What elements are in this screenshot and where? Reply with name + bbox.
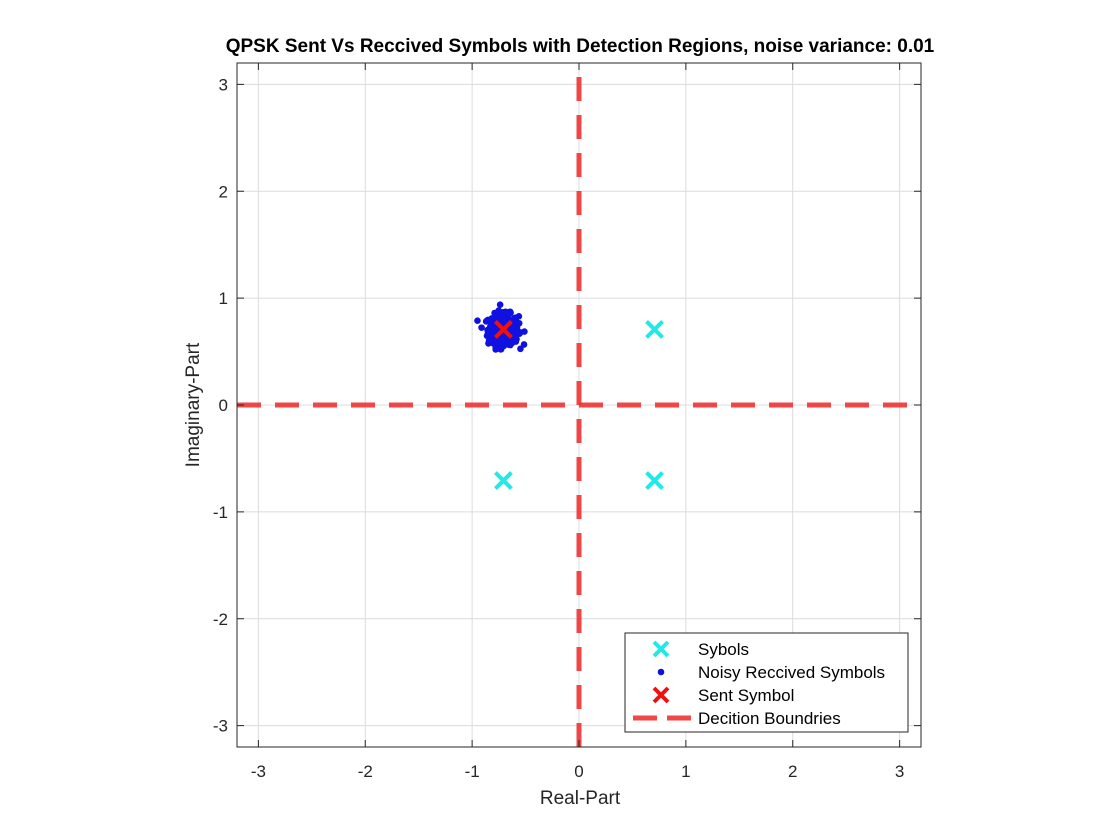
x-tick-label: -1 <box>465 762 480 781</box>
noisy-symbol-point <box>512 338 520 345</box>
noisy-symbol-point <box>512 319 519 327</box>
legend-entry-label: Decition Boundries <box>698 709 841 728</box>
chart-legend: Sybols Noisy Reccived Symbols Sent Symbol D… <box>624 632 909 733</box>
symbol-marker <box>645 320 664 339</box>
symbol-marker <box>494 471 513 490</box>
noisy-symbol-point <box>521 328 528 335</box>
x-tick-label: -2 <box>358 762 373 781</box>
noisy-symbol-point <box>478 324 485 331</box>
constellation-symbols <box>494 320 664 490</box>
noisy-symbol-point <box>517 345 524 353</box>
legend-marker-x <box>652 640 670 658</box>
x-tick-label: 2 <box>788 762 797 781</box>
x-tick-label: -3 <box>251 762 266 781</box>
axis-ticks: -3 -2 -1 0 1 2 3 -3 -2 -1 0 1 2 3 <box>213 63 921 781</box>
y-tick-label: 0 <box>219 396 228 415</box>
sent-symbol-markers <box>494 320 513 339</box>
legend-entry-label: Sent Symbol <box>698 686 794 705</box>
chart-title: QPSK Sent Vs Reccived Symbols with Detec… <box>226 36 935 57</box>
y-tick-label: -1 <box>213 503 228 522</box>
legend-entry-label: Sybols <box>698 640 749 659</box>
y-tick-label: -3 <box>213 717 228 736</box>
noisy-symbol-point <box>485 340 492 347</box>
legend-marker-x <box>652 686 670 704</box>
y-tick-label: 3 <box>219 75 228 94</box>
legend-marker-dot <box>657 668 665 676</box>
x-tick-label: 0 <box>574 762 583 781</box>
x-axis-label: Real-Part <box>540 788 621 809</box>
noisy-symbol-point <box>493 326 501 333</box>
y-tick-label: 2 <box>219 182 228 201</box>
noisy-symbol-point <box>484 326 491 334</box>
decision-boundaries <box>237 63 921 747</box>
x-tick-label: 3 <box>895 762 904 781</box>
sent-symbol-marker <box>494 320 513 339</box>
noisy-symbol-point <box>496 311 504 319</box>
noisy-symbol-point <box>497 346 504 353</box>
y-tick-label: -2 <box>213 610 228 629</box>
symbol-marker <box>645 471 664 490</box>
noisy-symbol-point <box>496 301 504 308</box>
y-axis-label: Imaginary-Part <box>183 342 204 467</box>
legend-entry-label: Noisy Reccived Symbols <box>698 663 885 682</box>
y-tick-label: 1 <box>219 289 228 308</box>
noisy-symbol-point <box>474 317 481 325</box>
x-tick-label: 1 <box>681 762 690 781</box>
noisy-symbol-point <box>507 338 514 346</box>
